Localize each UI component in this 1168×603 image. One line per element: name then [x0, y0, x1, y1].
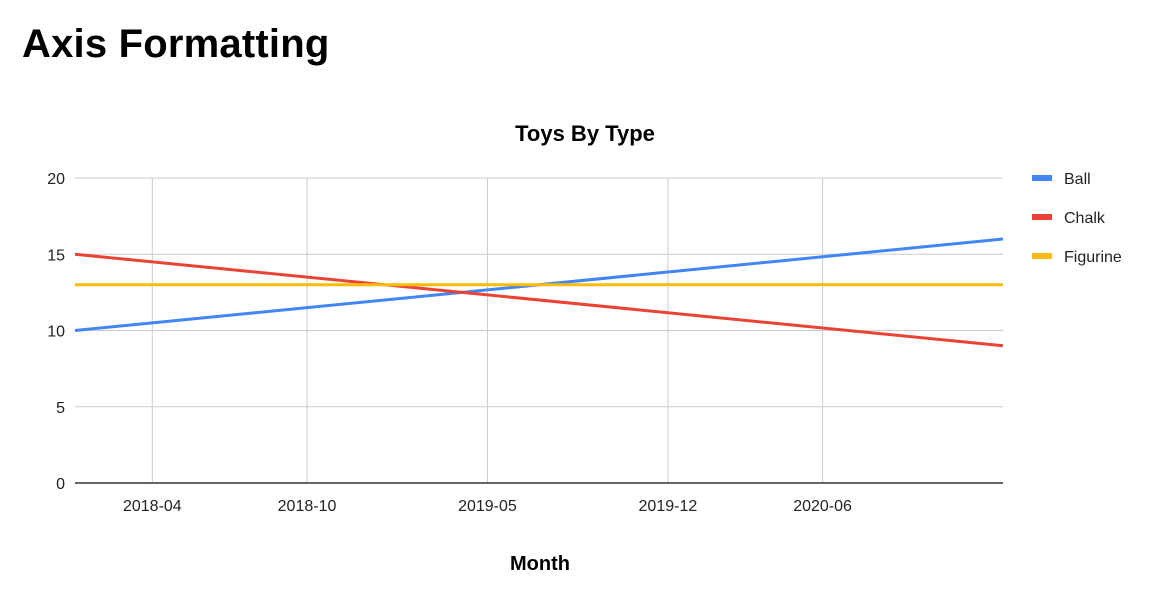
horizontal-gridlines: [75, 177, 1003, 408]
legend: Ball Chalk Figurine: [1032, 171, 1122, 266]
x-tick-label: 2018-10: [278, 498, 337, 515]
legend-swatch-chalk: [1032, 214, 1052, 220]
legend-label-chalk: Chalk: [1064, 210, 1106, 227]
x-axis-ticks: 2018-04 2018-10 2019-05 2019-12 2020-06: [123, 498, 852, 515]
series-lines: [74, 237, 1004, 348]
legend-swatch-figurine: [1032, 253, 1052, 259]
x-axis-title: Month: [510, 553, 570, 575]
legend-label-ball: Ball: [1064, 171, 1091, 188]
y-axis-ticks: 0 5 10 15 20: [47, 171, 65, 493]
legend-swatch-ball: [1032, 175, 1052, 181]
y-tick-label: 10: [47, 324, 65, 341]
page-heading: Axis Formatting: [22, 22, 330, 66]
x-tick-label: 2019-05: [458, 498, 517, 515]
y-tick-label: 20: [47, 171, 65, 188]
y-tick-label: 0: [56, 476, 65, 493]
legend-label-figurine: Figurine: [1064, 249, 1122, 266]
y-tick-label: 5: [56, 400, 65, 417]
series-line-chalk: [74, 252, 1004, 348]
x-tick-label: 2018-04: [123, 498, 182, 515]
x-tick-label: 2020-06: [793, 498, 852, 515]
chart-title: Toys By Type: [515, 121, 655, 146]
y-tick-label: 15: [47, 247, 65, 264]
x-tick-label: 2019-12: [639, 498, 698, 515]
